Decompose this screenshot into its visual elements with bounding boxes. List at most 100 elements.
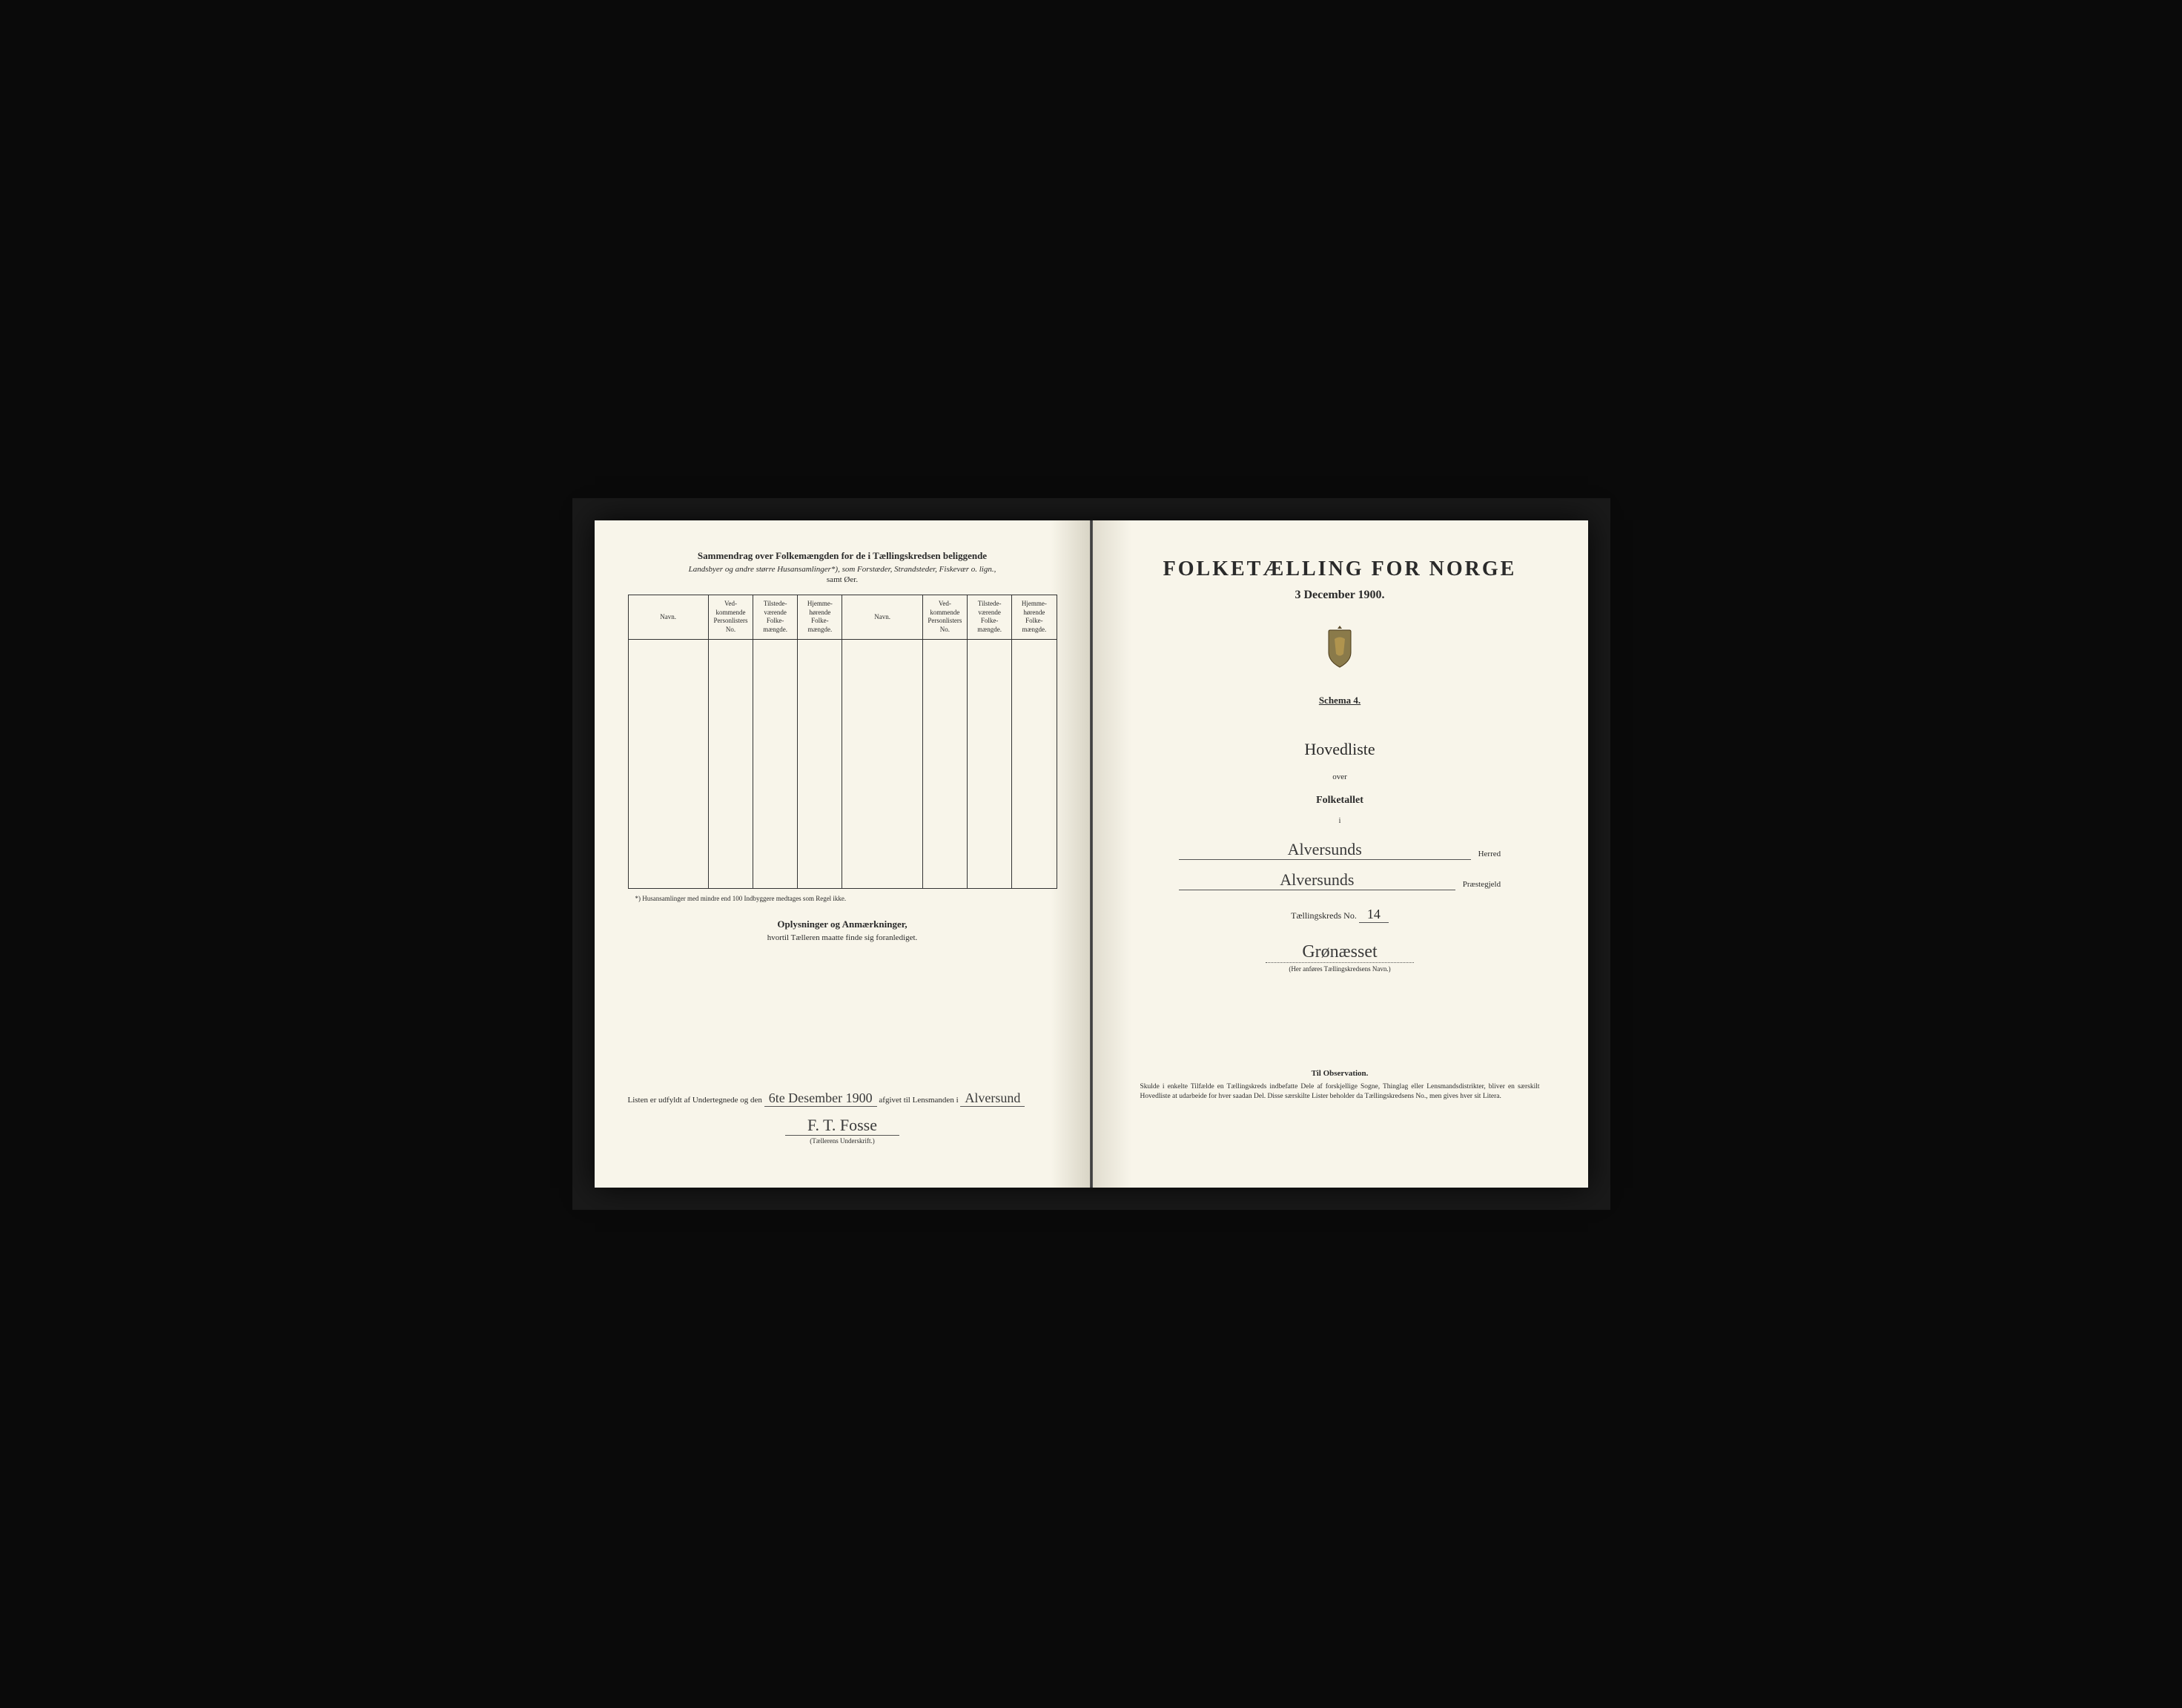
- herred-label: Herred: [1478, 850, 1501, 860]
- table-cell: [922, 660, 967, 681]
- table-cell: [968, 743, 1012, 764]
- table-cell: [628, 681, 708, 701]
- table-cell: [628, 701, 708, 722]
- table-cell: [708, 764, 753, 784]
- table-cell: [1012, 867, 1057, 888]
- table-cell: [798, 847, 842, 867]
- table-cell: [798, 722, 842, 743]
- table-cell: [753, 805, 798, 826]
- table-cell: [1012, 826, 1057, 847]
- table-cell: [628, 867, 708, 888]
- table-cell: [968, 867, 1012, 888]
- table-cell: [798, 743, 842, 764]
- table-cell: [842, 867, 922, 888]
- table-row: [628, 867, 1057, 888]
- signature-block: F. T. Fosse (Tællerens Underskrift.): [628, 1116, 1057, 1145]
- table-cell: [842, 743, 922, 764]
- table-cell: [922, 639, 967, 660]
- table-cell: [968, 701, 1012, 722]
- table-cell: [628, 847, 708, 867]
- table-cell: [1012, 847, 1057, 867]
- hovedliste-title: Hovedliste: [1125, 740, 1555, 759]
- right-page: FOLKETÆLLING FOR NORGE 3 December 1900. …: [1092, 520, 1588, 1188]
- table-cell: [842, 826, 922, 847]
- table-cell: [922, 681, 967, 701]
- table-cell: [968, 660, 1012, 681]
- book-spine: [1090, 520, 1093, 1188]
- table-cell: [753, 826, 798, 847]
- table-cell: [798, 826, 842, 847]
- kreds-line: Tællingskreds No. 14: [1125, 907, 1555, 923]
- th-hjemme-1: Hjemme- hørende Folke- mængde.: [798, 595, 842, 640]
- herred-value: Alversunds: [1179, 840, 1471, 860]
- oplysninger-title: Oplysninger og Anmærkninger,: [628, 918, 1057, 930]
- herred-line: Alversunds Herred: [1179, 840, 1501, 860]
- table-cell: [922, 743, 967, 764]
- table-cell: [922, 867, 967, 888]
- table-cell: [1012, 701, 1057, 722]
- th-vedkommende-2: Ved- kommende Personlisters No.: [922, 595, 967, 640]
- kreds-number: 14: [1359, 907, 1389, 923]
- table-row: [628, 639, 1057, 660]
- left-subtitle2: samt Øer.: [628, 575, 1057, 584]
- kreds-prefix: Tællingskreds No.: [1291, 910, 1357, 921]
- table-cell: [922, 701, 967, 722]
- table-row: [628, 764, 1057, 784]
- table-cell: [753, 639, 798, 660]
- table-cell: [798, 660, 842, 681]
- table-cell: [1012, 784, 1057, 805]
- table-cell: [1012, 764, 1057, 784]
- table-cell: [798, 639, 842, 660]
- table-cell: [798, 764, 842, 784]
- completion-line: Listen er udfyldt af Undertegnede og den…: [628, 1090, 1057, 1107]
- table-cell: [842, 805, 922, 826]
- table-cell: [842, 681, 922, 701]
- table-cell: [753, 722, 798, 743]
- table-cell: [1012, 639, 1057, 660]
- table-cell: [753, 764, 798, 784]
- table-row: [628, 743, 1057, 764]
- table-cell: [708, 826, 753, 847]
- summary-table: Navn. Ved- kommende Personlisters No. Ti…: [628, 595, 1057, 889]
- table-cell: [922, 722, 967, 743]
- coat-of-arms-icon: [1321, 624, 1358, 669]
- table-cell: [798, 701, 842, 722]
- table-row: [628, 701, 1057, 722]
- table-cell: [842, 764, 922, 784]
- table-cell: [922, 826, 967, 847]
- folketallet-label: Folketallet: [1125, 795, 1555, 807]
- book-spread: Sammendrag over Folkemængden for de i Tæ…: [595, 520, 1588, 1188]
- th-tilstede-2: Tilstede- værende Folke- mængde.: [968, 595, 1012, 640]
- table-cell: [628, 722, 708, 743]
- table-cell: [628, 660, 708, 681]
- table-cell: [628, 805, 708, 826]
- document-frame: Sammendrag over Folkemængden for de i Tæ…: [572, 498, 1610, 1210]
- table-row: [628, 660, 1057, 681]
- table-cell: [708, 722, 753, 743]
- table-cell: [842, 701, 922, 722]
- table-cell: [753, 784, 798, 805]
- bottom-middle: afgivet til Lensmanden i: [879, 1096, 958, 1105]
- table-row: [628, 826, 1057, 847]
- table-cell: [753, 701, 798, 722]
- table-cell: [922, 805, 967, 826]
- table-cell: [628, 743, 708, 764]
- table-cell: [708, 805, 753, 826]
- table-cell: [842, 847, 922, 867]
- praestegjeld-label: Præstegjeld: [1463, 880, 1501, 890]
- table-footnote: *) Husansamlinger med mindre end 100 Ind…: [635, 895, 1057, 902]
- table-row: [628, 847, 1057, 867]
- table-cell: [968, 784, 1012, 805]
- table-cell: [1012, 681, 1057, 701]
- table-cell: [968, 639, 1012, 660]
- table-cell: [753, 681, 798, 701]
- table-cell: [798, 867, 842, 888]
- table-cell: [753, 847, 798, 867]
- table-cell: [628, 764, 708, 784]
- table-cell: [798, 681, 842, 701]
- table-cell: [842, 660, 922, 681]
- praestegjeld-value: Alversunds: [1179, 870, 1455, 890]
- kreds-hint: (Her anføres Tællingskredsens Navn.): [1125, 965, 1555, 973]
- over-label: over: [1125, 772, 1555, 781]
- census-date: 3 December 1900.: [1125, 589, 1555, 602]
